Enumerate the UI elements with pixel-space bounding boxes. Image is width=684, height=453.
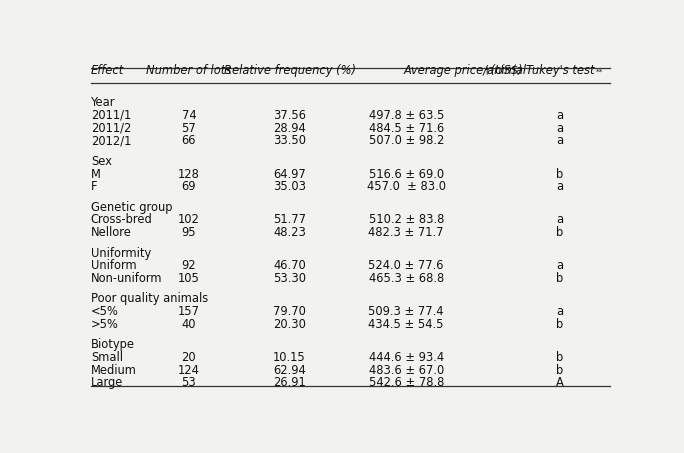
Text: b: b xyxy=(556,168,564,181)
Text: 124: 124 xyxy=(178,364,200,377)
Text: F: F xyxy=(91,180,97,193)
Text: b: b xyxy=(556,272,564,285)
Text: a: a xyxy=(556,122,564,135)
Text: a: a xyxy=(556,135,564,147)
Text: 37.56: 37.56 xyxy=(273,109,306,122)
Text: 482.3 ± 71.7: 482.3 ± 71.7 xyxy=(369,226,444,239)
Text: 33.50: 33.50 xyxy=(273,135,306,147)
Text: 20.30: 20.30 xyxy=(273,318,306,331)
Text: 10.15: 10.15 xyxy=(273,351,306,364)
Text: 2011/2: 2011/2 xyxy=(91,122,131,135)
Text: 40: 40 xyxy=(182,318,196,331)
Text: 444.6 ± 93.4: 444.6 ± 93.4 xyxy=(369,351,444,364)
Text: 2012/1: 2012/1 xyxy=(91,135,131,147)
Text: 69: 69 xyxy=(182,180,196,193)
Text: 102: 102 xyxy=(178,213,200,226)
Text: <5%: <5% xyxy=(91,305,119,318)
Text: Genetic group: Genetic group xyxy=(91,201,172,214)
Text: Biotype: Biotype xyxy=(91,338,135,351)
Text: Sex: Sex xyxy=(91,155,111,168)
Text: 51.77: 51.77 xyxy=(273,213,306,226)
Text: 48.23: 48.23 xyxy=(273,226,306,239)
Text: 62.94: 62.94 xyxy=(273,364,306,377)
Text: 524.0 ± 77.6: 524.0 ± 77.6 xyxy=(369,259,444,272)
Text: 542.6 ± 78.8: 542.6 ± 78.8 xyxy=(369,376,444,390)
Text: 507.0 ± 98.2: 507.0 ± 98.2 xyxy=(369,135,444,147)
Text: Average price/animal: Average price/animal xyxy=(404,64,527,77)
Text: 66: 66 xyxy=(182,135,196,147)
Text: a: a xyxy=(556,259,564,272)
Text: 20: 20 xyxy=(181,351,196,364)
Text: 79.70: 79.70 xyxy=(273,305,306,318)
Text: 74: 74 xyxy=(181,109,196,122)
Text: Tukey's test: Tukey's test xyxy=(526,64,594,77)
Text: 26.91: 26.91 xyxy=(273,376,306,390)
Text: 46.70: 46.70 xyxy=(273,259,306,272)
Text: 509.3 ± 77.4: 509.3 ± 77.4 xyxy=(369,305,444,318)
Text: Effect: Effect xyxy=(91,64,124,77)
Text: Non-uniform: Non-uniform xyxy=(91,272,162,285)
Text: 105: 105 xyxy=(178,272,200,285)
Text: Large: Large xyxy=(91,376,123,390)
Text: a: a xyxy=(556,180,564,193)
Text: 497.8 ± 63.5: 497.8 ± 63.5 xyxy=(369,109,444,122)
Text: 64.97: 64.97 xyxy=(273,168,306,181)
Text: 35.03: 35.03 xyxy=(273,180,306,193)
Text: (US$): (US$) xyxy=(487,64,523,77)
Text: b: b xyxy=(556,226,564,239)
Text: 57: 57 xyxy=(181,122,196,135)
Text: b: b xyxy=(556,364,564,377)
Text: 128: 128 xyxy=(178,168,200,181)
Text: a: a xyxy=(556,109,564,122)
Text: 53.30: 53.30 xyxy=(273,272,306,285)
Text: 516.6 ± 69.0: 516.6 ± 69.0 xyxy=(369,168,444,181)
Text: Uniformity: Uniformity xyxy=(91,246,151,260)
Text: 510.2 ± 83.8: 510.2 ± 83.8 xyxy=(369,213,444,226)
Text: Uniform: Uniform xyxy=(91,259,136,272)
Text: a: a xyxy=(556,305,564,318)
Text: 484.5 ± 71.6: 484.5 ± 71.6 xyxy=(369,122,444,135)
Text: 53: 53 xyxy=(181,376,196,390)
Text: 457.0  ± 83.0: 457.0 ± 83.0 xyxy=(367,180,446,193)
Text: 28.94: 28.94 xyxy=(273,122,306,135)
Text: Nellore: Nellore xyxy=(91,226,132,239)
Text: Year: Year xyxy=(91,96,116,109)
Text: 92: 92 xyxy=(181,259,196,272)
Text: Cross-bred: Cross-bred xyxy=(91,213,153,226)
Text: 465.3 ± 68.8: 465.3 ± 68.8 xyxy=(369,272,444,285)
Text: Relative frequency (%): Relative frequency (%) xyxy=(224,64,356,77)
Text: 157: 157 xyxy=(178,305,200,318)
Text: a: a xyxy=(556,213,564,226)
Text: A: A xyxy=(556,376,564,390)
Text: b: b xyxy=(556,351,564,364)
Text: Small: Small xyxy=(91,351,123,364)
Text: 2011/1: 2011/1 xyxy=(91,109,131,122)
Text: Poor quality animals: Poor quality animals xyxy=(91,293,208,305)
Text: Medium: Medium xyxy=(91,364,137,377)
Text: **: ** xyxy=(596,69,603,75)
Text: 95: 95 xyxy=(181,226,196,239)
Text: 434.5 ± 54.5: 434.5 ± 54.5 xyxy=(369,318,444,331)
Text: M: M xyxy=(91,168,101,181)
Text: 483.6 ± 67.0: 483.6 ± 67.0 xyxy=(369,364,444,377)
Text: †: † xyxy=(485,66,489,75)
Text: >5%: >5% xyxy=(91,318,119,331)
Text: b: b xyxy=(556,318,564,331)
Text: Number of lots: Number of lots xyxy=(146,64,231,77)
